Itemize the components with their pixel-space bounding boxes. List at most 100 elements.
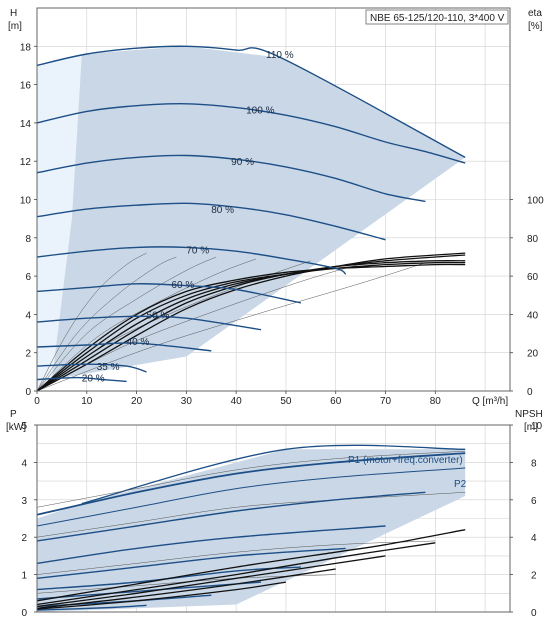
- lower-plot-border: [36, 424, 511, 613]
- upper-curve-label: 110 %: [266, 50, 294, 61]
- upper-y-tick-label: 8: [25, 234, 31, 245]
- upper-h-curve-40pct: [36, 342, 212, 352]
- upper-y-tick-label: 0: [25, 387, 31, 398]
- upper-eta-curve: [36, 252, 466, 392]
- lower-y-tick-label: 4: [21, 458, 27, 469]
- lower-ticks: 0 1 2 3 4 5 0 2 4 6 8 10: [21, 421, 542, 619]
- legend-p1: P1 (motor+freq.converter): [348, 455, 463, 466]
- upper-y-tick-label: 18: [20, 42, 32, 53]
- upper-h-curve-60pct: [36, 283, 302, 304]
- upper-x-tick-label: 0: [34, 396, 40, 407]
- lower-y-tick-label: 0: [21, 608, 27, 619]
- upper-h-curve-35pct: [36, 363, 147, 373]
- lower-p2-curve: [36, 467, 466, 527]
- upper-x-tick-label: 10: [81, 396, 93, 407]
- upper-x-axis-label: Q [m³/h]: [472, 396, 508, 407]
- lower-right-axis-label: NPSH: [515, 409, 543, 420]
- upper-curve-label: 60 %: [171, 280, 194, 291]
- lower-npsh-curve: [36, 568, 336, 609]
- lower-npsh-curve: [36, 542, 436, 606]
- upper-curve-label: 40 %: [127, 337, 150, 348]
- lower-series: [36, 452, 466, 527]
- lower-thin-curve: [36, 450, 466, 508]
- upper-envelope-light: [37, 53, 82, 392]
- upper-thin-curve: [36, 256, 217, 392]
- upper-series: [36, 45, 466, 383]
- upper-curve-label: 50 %: [147, 310, 170, 321]
- lower-npsh-curve: [36, 529, 466, 602]
- upper-eta-curve: [36, 254, 466, 392]
- upper-thin-curve: [36, 256, 177, 392]
- upper-right-axis-label: eta: [528, 8, 542, 19]
- upper-curve-label: 70 %: [186, 245, 209, 256]
- upper-eta-curve: [36, 260, 466, 392]
- upper-curve-label: 100 %: [246, 105, 274, 116]
- upper-y2-tick-label: 80: [527, 234, 539, 245]
- upper-y-tick-label: 16: [20, 81, 32, 92]
- lower-y2-tick-label: 4: [531, 533, 537, 544]
- lower-thin-curve: [36, 492, 466, 538]
- upper-h-curve-70pct: [36, 246, 347, 275]
- upper-x-tick-label: 80: [430, 396, 442, 407]
- upper-envelope-fill: [51, 46, 466, 380]
- upper-left-axis-label: H: [10, 8, 17, 19]
- upper-left-axis-unit: [m]: [8, 21, 22, 32]
- upper-eta-curve: [36, 261, 466, 392]
- upper-ticks: 0 10 20 30 40 50 60 70 80 0 2 4 6 8 10 12 14 16 18 0 20 40 60 8…: [20, 42, 544, 407]
- lower-y2-tick-label: 10: [531, 421, 543, 432]
- lower-right-axis-unit: [m]: [524, 422, 538, 433]
- upper-y-tick-label: 14: [20, 119, 32, 130]
- lower-y-tick-label: 5: [21, 421, 27, 432]
- lower-power-curve: [36, 547, 346, 579]
- upper-h-curve-20pct: [36, 376, 127, 383]
- legend-p2: P2: [454, 479, 467, 490]
- upper-x-tick-label: 30: [181, 396, 193, 407]
- upper-thin-curve: [36, 258, 257, 392]
- lower-left-axis-label: P: [10, 409, 17, 420]
- upper-h-curve-80pct: [36, 202, 386, 241]
- upper-curve-label: 90 %: [231, 157, 254, 168]
- lower-y-tick-label: 3: [21, 496, 27, 507]
- upper-x-tick-label: 20: [131, 396, 143, 407]
- lower-npsh-curves: [36, 529, 466, 610]
- upper-y2-tick-label: 40: [527, 310, 539, 321]
- upper-h-curve-50pct: [36, 315, 262, 331]
- lower-p1-curve: [36, 452, 466, 516]
- upper-x-tick-label: 40: [231, 396, 243, 407]
- upper-y-tick-label: 2: [25, 349, 31, 360]
- upper-y2-tick-label: 60: [527, 272, 539, 283]
- upper-eta-curves: [36, 252, 466, 392]
- upper-y-tick-label: 12: [20, 157, 32, 168]
- upper-thin-curve: [36, 252, 147, 392]
- upper-h-curve-110pct: [36, 45, 466, 159]
- upper-y-tick-label: 4: [25, 310, 31, 321]
- upper-curve-label: 20 %: [82, 374, 105, 385]
- lower-envelope-top: [81, 444, 466, 505]
- upper-h-curve-100pct: [36, 103, 466, 164]
- upper-eta-curve: [36, 263, 466, 392]
- lower-y-tick-label: 1: [21, 571, 27, 582]
- lower-npsh-curve: [36, 555, 386, 608]
- chart-title: NBE 65-125/120-110, 3*400 V: [370, 13, 505, 24]
- upper-curve-label: 80 %: [211, 205, 234, 216]
- lower-y2-tick-label: 6: [531, 496, 537, 507]
- lower-npsh-curve: [36, 581, 286, 610]
- lower-power-curve: [36, 604, 147, 611]
- upper-y2-tick-label: 20: [527, 349, 539, 360]
- upper-x-tick-label: 70: [380, 396, 392, 407]
- upper-x-tick-label: 50: [280, 396, 292, 407]
- lower-y2-tick-label: 2: [531, 571, 537, 582]
- chart-title-box: [365, 9, 509, 25]
- upper-y-tick-label: 6: [25, 272, 31, 283]
- upper-y-tick-label: 10: [20, 196, 32, 207]
- lower-y2-tick-label: 8: [531, 458, 537, 469]
- lower-power-curve: [36, 491, 426, 542]
- upper-right-axis-unit: [%]: [528, 21, 543, 32]
- lower-power-curve: [36, 525, 386, 565]
- lower-left-axis-unit: [kW]: [6, 422, 26, 433]
- lower-y2-tick-label: 0: [531, 608, 537, 619]
- lower-thin-curve: [36, 540, 436, 575]
- upper-x-tick-label: 60: [330, 396, 342, 407]
- upper-y2-tick-label: 100: [527, 196, 544, 207]
- upper-h-curve-90pct: [36, 154, 426, 203]
